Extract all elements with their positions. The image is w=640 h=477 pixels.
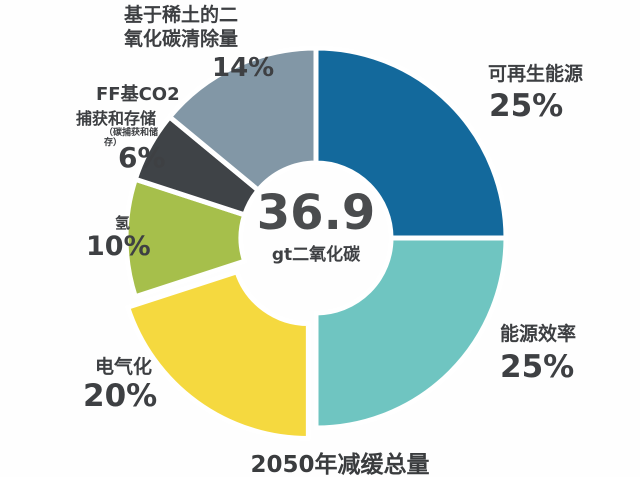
donut-center-label: 36.9 gt二氧化碳 — [216, 185, 416, 266]
pct-ff-ccs: 6% — [118, 141, 166, 174]
pct-energy-efficiency: 25% — [500, 349, 575, 385]
total-unit: gt二氧化碳 — [271, 245, 361, 266]
label-ff-ccs-note: （碳捕获和储存） — [104, 128, 159, 149]
slice-renewables — [313, 45, 509, 241]
label-electrification: 电气化 — [95, 356, 153, 378]
pct-renewables: 25% — [489, 88, 564, 124]
slice-rare-earth-cdr — [167, 45, 319, 193]
pct-hydrogen: 10% — [86, 231, 151, 262]
slice-energy-efficiency — [313, 235, 509, 431]
slice-electrification — [125, 269, 311, 442]
total-value: 36.9 — [256, 185, 376, 241]
label-hydrogen: 氢 — [115, 214, 131, 232]
label-energy-efficiency: 能源效率 — [500, 323, 577, 345]
label-rare-earth-cdr: 基于稀土的二 氧化碳清除量 — [92, 4, 270, 52]
label-rare-earth-line1: 基于稀土的二 — [123, 4, 238, 26]
label-ff-ccs-line1: FF基CO2 — [96, 84, 180, 105]
pct-rare-earth-cdr: 14% — [212, 53, 275, 83]
chart-title: 2050年减缓总量 — [250, 452, 430, 477]
label-renewables: 可再生能源 — [488, 63, 584, 85]
label-rare-earth-line2: 氧化碳清除量 — [123, 27, 238, 50]
label-ff-ccs-line2: 捕获和存储 — [76, 109, 157, 128]
pct-electrification: 20% — [83, 378, 158, 414]
